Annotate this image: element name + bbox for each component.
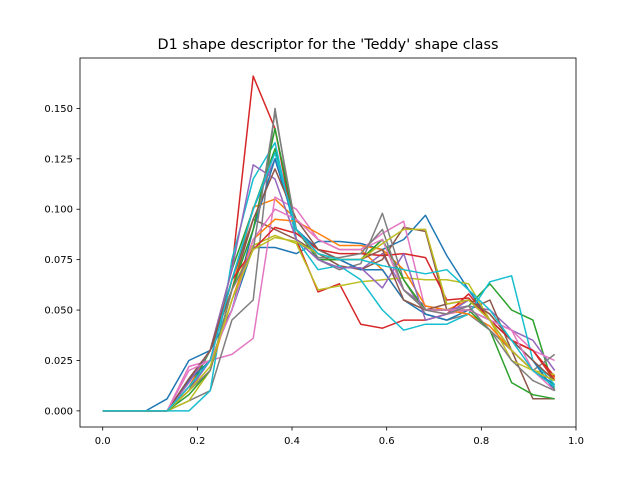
y-tick-label: 0.125 xyxy=(44,154,73,165)
series-lines xyxy=(102,75,556,412)
y-tick-label: 0.000 xyxy=(44,406,73,417)
chart-title: D1 shape descriptor for the 'Teddy' shap… xyxy=(158,37,499,53)
x-tick-label: 0.4 xyxy=(284,436,300,447)
series-line-17 xyxy=(102,208,556,412)
series-line-9 xyxy=(102,234,555,412)
y-axis: 0.000 0.025 0.050 0.075 0.100 0.125 0.150 xyxy=(44,104,80,417)
series-line-13 xyxy=(102,127,555,412)
series-line-10 xyxy=(102,141,556,412)
plot-frame xyxy=(79,57,577,428)
y-tick-label: 0.025 xyxy=(44,356,73,367)
y-tick-label: 0.050 xyxy=(44,306,73,317)
series-line-16 xyxy=(102,168,556,412)
x-tick-label: 0.8 xyxy=(473,436,489,447)
x-tick-label: 1.0 xyxy=(568,436,584,447)
y-tick-label: 0.150 xyxy=(44,104,73,115)
x-tick-label: 0.0 xyxy=(95,436,111,447)
series-line-20 xyxy=(102,152,556,412)
y-tick-label: 0.075 xyxy=(44,255,73,266)
x-tick-label: 0.2 xyxy=(189,436,205,447)
x-tick-label: 0.6 xyxy=(379,436,395,447)
x-axis: 0.0 0.2 0.4 0.6 0.8 1.0 xyxy=(95,427,584,447)
y-tick-label: 0.100 xyxy=(44,205,73,216)
